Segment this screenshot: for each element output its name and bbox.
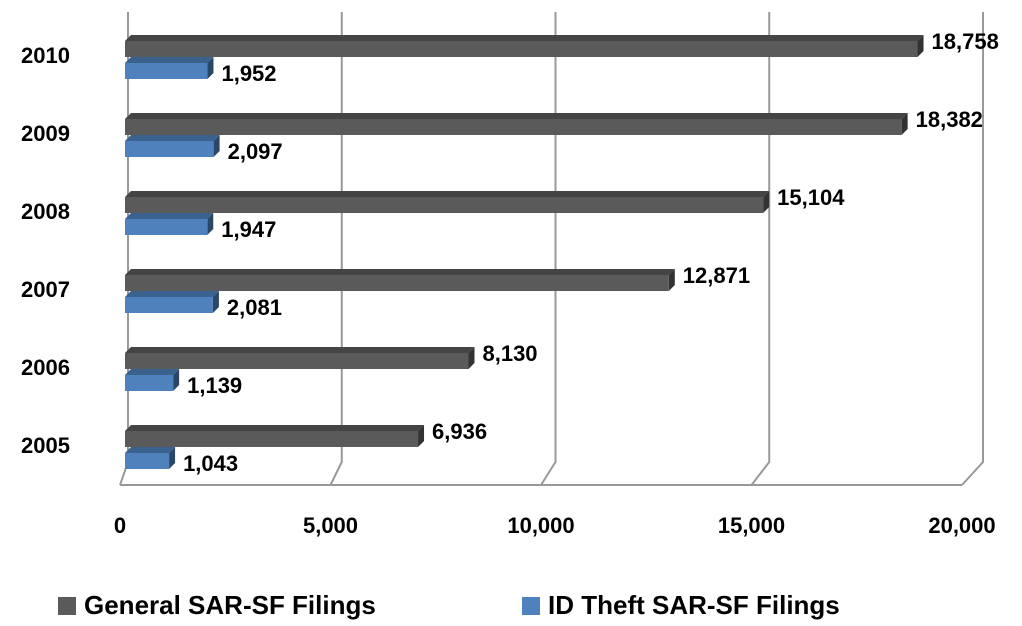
value-label: 2,081 <box>227 295 282 320</box>
y-tick-label: 2005 <box>21 433 70 458</box>
grid-line <box>119 12 129 486</box>
bar-end <box>212 291 219 313</box>
bar <box>125 63 208 79</box>
bar-top <box>125 135 220 141</box>
bar <box>125 119 902 135</box>
bar-top <box>125 447 176 453</box>
bar <box>125 375 174 391</box>
bar-end <box>468 347 475 369</box>
bar-end <box>668 269 675 291</box>
bar-top <box>125 291 219 297</box>
bar-top <box>125 113 908 119</box>
bar-end <box>763 191 770 213</box>
legend-label: ID Theft SAR-SF Filings <box>548 590 840 620</box>
y-tick-label: 2009 <box>21 121 70 146</box>
value-label: 1,043 <box>183 451 238 476</box>
value-label: 8,130 <box>482 341 537 366</box>
x-tick-label: 15,000 <box>718 513 785 538</box>
bar-top <box>125 213 214 219</box>
value-label: 15,104 <box>777 185 845 210</box>
bar-end <box>901 113 908 135</box>
y-tick-label: 2007 <box>21 277 70 302</box>
value-label: 6,936 <box>432 419 487 444</box>
bar-end <box>207 213 214 235</box>
y-tick-label: 2010 <box>21 43 70 68</box>
bar-top <box>125 425 425 431</box>
bar-end <box>207 57 214 79</box>
value-label: 18,758 <box>932 29 999 54</box>
bar-end <box>418 425 425 447</box>
value-label: 1,947 <box>221 217 276 242</box>
bar <box>125 353 469 369</box>
bar-end <box>173 369 180 391</box>
grid-line <box>540 12 557 486</box>
value-label: 12,871 <box>683 263 750 288</box>
bar <box>125 41 918 57</box>
bar-top <box>125 57 214 63</box>
bar-top <box>125 269 675 275</box>
value-label: 18,382 <box>916 107 983 132</box>
grid-line <box>961 12 984 486</box>
bar <box>125 197 764 213</box>
legend-swatch <box>58 597 76 615</box>
x-tick-label: 20,000 <box>928 513 995 538</box>
y-tick-label: 2008 <box>21 199 70 224</box>
x-tick-label: 10,000 <box>507 513 574 538</box>
value-label: 1,139 <box>187 373 242 398</box>
legend-swatch <box>522 597 540 615</box>
bar-top <box>125 191 770 197</box>
bar-end <box>213 135 220 157</box>
bar-top <box>125 35 924 41</box>
x-tick-label: 0 <box>114 513 126 538</box>
value-label: 2,097 <box>228 139 283 164</box>
x-tick-label: 5,000 <box>303 513 358 538</box>
bar-end <box>917 35 924 57</box>
bar <box>125 141 214 157</box>
bar <box>125 219 208 235</box>
bar <box>125 297 213 313</box>
grid-line <box>750 12 771 486</box>
bar <box>125 431 419 447</box>
bar <box>125 453 170 469</box>
bar-top <box>125 369 180 375</box>
bar-end <box>169 447 176 469</box>
y-tick-label: 2006 <box>21 355 70 380</box>
grid-line <box>329 12 343 486</box>
legend-label: General SAR-SF Filings <box>84 590 376 620</box>
bar-top <box>125 347 475 353</box>
bar <box>125 275 669 291</box>
value-label: 1,952 <box>221 61 276 86</box>
